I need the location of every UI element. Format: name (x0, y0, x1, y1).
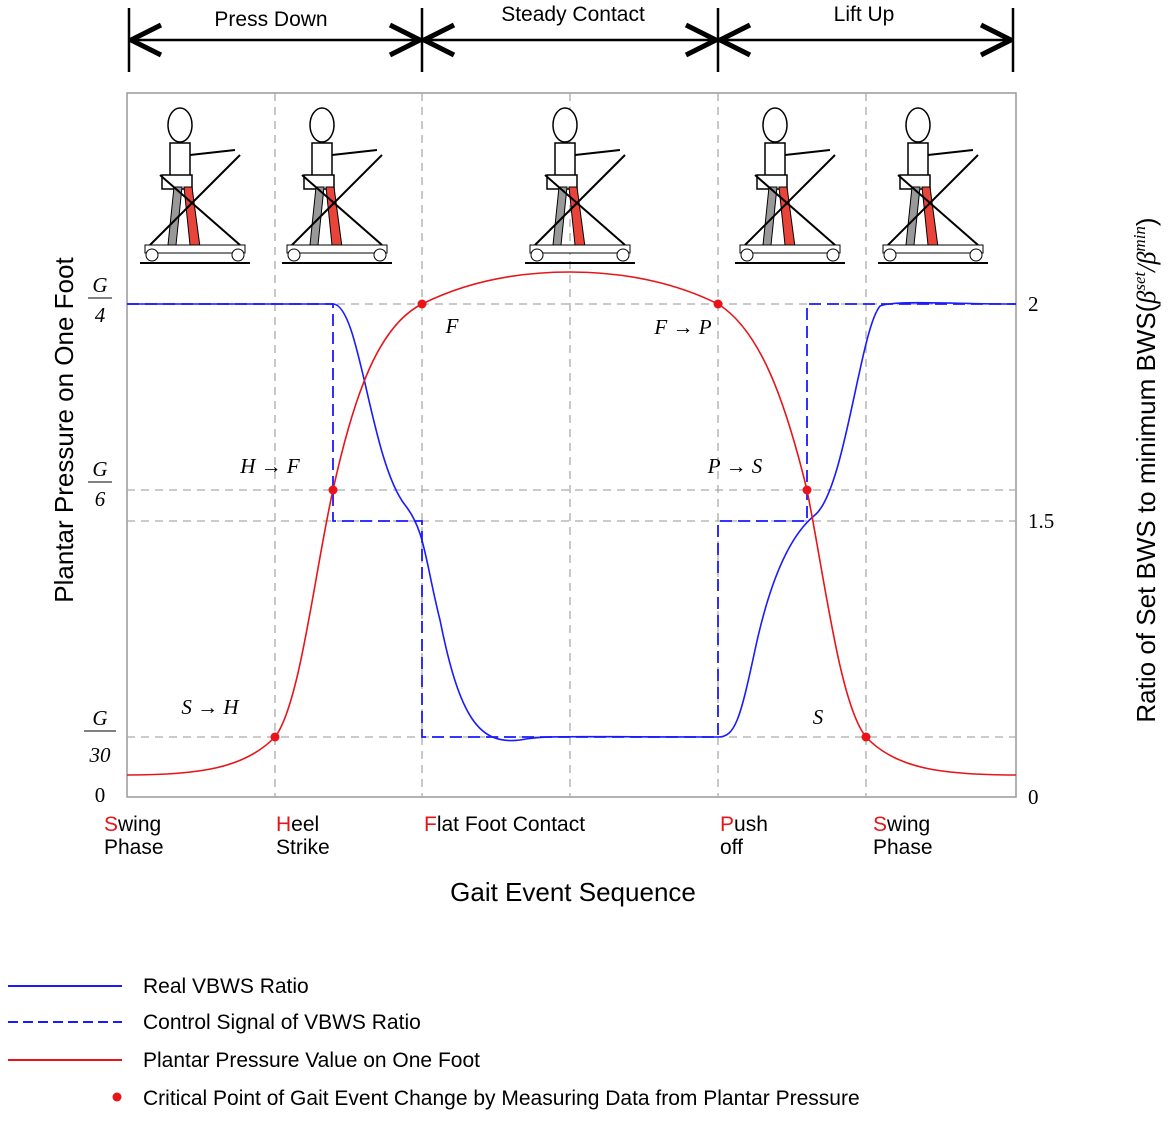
legend-text: Critical Point of Gait Event Change by M… (143, 1087, 860, 1110)
phase-arrows (127, 8, 1015, 72)
event-rest: wing (886, 813, 930, 836)
y-axis-label: Plantar Pressure on One Foot (49, 257, 79, 603)
label-part: set (1130, 270, 1149, 290)
event-line2: Phase (104, 836, 164, 859)
event-rest: wing (117, 813, 161, 836)
real-ratio (127, 301, 1017, 742)
label-part: β (1132, 252, 1161, 266)
y2-axis-label: Ratio of Set BWS to minimum BWS(βset/βmi… (1130, 217, 1161, 722)
event-initial: H (276, 813, 291, 836)
x-axis-label: Gait Event Sequence (450, 877, 696, 907)
y2-ticks: 2 1.5 0 (1028, 292, 1054, 809)
label-part: β (1132, 291, 1161, 305)
event-rest: ush (734, 813, 768, 836)
label-part: min (1130, 226, 1149, 252)
event-line2: Phase (873, 836, 933, 859)
annotation: F → P (653, 315, 711, 339)
legend-text: Real VBWS Ratio (143, 975, 309, 998)
event-initial: S (873, 813, 887, 836)
event-label: Heel (276, 813, 319, 836)
plot-frame (126, 92, 1017, 798)
events: Swing Phase Heel Strike Flat Foot Contac… (104, 813, 933, 859)
phase-label: Press Down (214, 8, 327, 31)
guides (127, 93, 1016, 797)
event-line2: Strike (276, 836, 330, 859)
phase-label: Lift Up (834, 3, 895, 26)
annotation: H → F (239, 454, 300, 478)
tick-label: 0 (1028, 785, 1039, 809)
annotation: F (445, 314, 459, 338)
tick-label: 1.5 (1028, 509, 1054, 533)
figures (139, 107, 989, 264)
annotation: S (813, 705, 824, 729)
critical-points (270, 299, 871, 742)
legend-text: Plantar Pressure Value on One Foot (143, 1049, 480, 1072)
annotation: P → S (707, 454, 763, 478)
legend-text: Control Signal of VBWS Ratio (143, 1011, 421, 1034)
tick-num: G (92, 457, 107, 481)
event-label: Swing (104, 813, 161, 836)
label-part: / (1132, 262, 1161, 274)
tick-num: G (92, 273, 107, 297)
annotation: S → H (181, 695, 240, 719)
y-ticks: G 4 G 6 G 30 0 (84, 273, 116, 807)
event-initial: P (720, 813, 734, 836)
pressure-curve (126, 271, 1017, 776)
tick-label: 2 (1028, 292, 1039, 316)
event-label: Flat Foot Contact (424, 813, 585, 836)
event-label: Swing (873, 813, 930, 836)
label-part: Ratio of Set BWS to minimum BWS( (1131, 303, 1161, 722)
phase-label: Steady Contact (501, 3, 645, 26)
event-initial: S (104, 813, 118, 836)
tick-den: 4 (95, 303, 106, 327)
tick-num: G (92, 706, 107, 730)
event-rest: eel (291, 813, 319, 836)
tick-den: 30 (89, 743, 112, 767)
event-initial: F (424, 813, 437, 836)
event-label: Push (720, 813, 768, 836)
event-line2: off (720, 836, 743, 859)
legend: Real VBWS Ratio Control Signal of VBWS R… (8, 975, 860, 1110)
event-rest: lat Foot Contact (437, 813, 585, 836)
tick-label: 0 (95, 783, 106, 807)
tick-den: 6 (95, 487, 106, 511)
label-part: ) (1131, 217, 1161, 226)
